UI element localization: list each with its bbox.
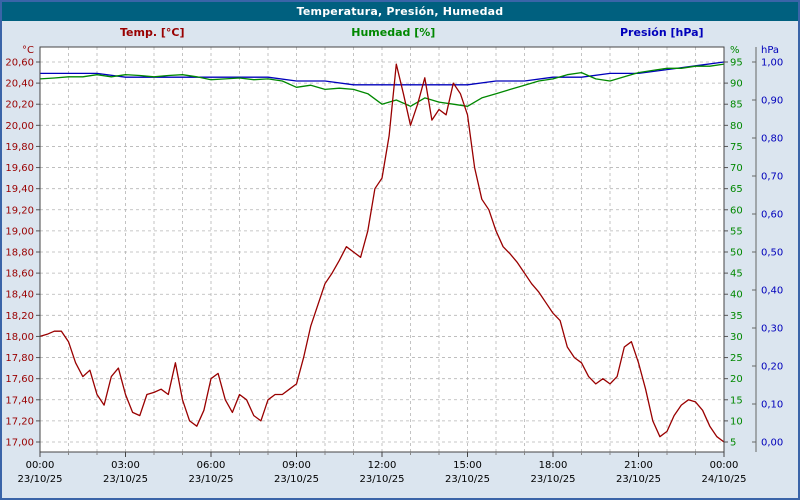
temp-axis-tick-label: 18,20 (5, 311, 34, 322)
x-axis-date-label: 23/10/25 (616, 474, 661, 485)
humidity-axis-tick-label: 35 (730, 311, 743, 322)
x-axis-date-label: 23/10/25 (18, 474, 63, 485)
temp-axis-tick-label: 18,00 (5, 332, 34, 343)
series-line-temp (39, 63, 725, 443)
temp-axis-tick-label: 18,40 (5, 290, 34, 301)
x-axis-time-label: 03:00 (111, 460, 140, 471)
humidity-axis-tick-label: 55 (730, 226, 743, 237)
humidity-axis-tick-label: 15 (730, 395, 743, 406)
humidity-axis-tick-label: 85 (730, 100, 743, 111)
pressure-axis-tick-label: 0,00 (761, 438, 783, 449)
x-axis-time-label: 21:00 (624, 460, 653, 471)
x-axis-time-label: 09:00 (282, 460, 311, 471)
temp-axis-tick-label: 20,40 (5, 79, 34, 90)
humidity-axis-unit: % (730, 45, 740, 56)
temp-axis-tick-label: 19,60 (5, 163, 34, 174)
humidity-axis-tick-label: 70 (730, 163, 743, 174)
title-bar: Temperatura, Presión, Humedad (2, 2, 798, 21)
legend-temperature: Temp. [°C] (120, 26, 185, 39)
humidity-axis-tick-label: 75 (730, 142, 743, 153)
x-axis-time-label: 00:00 (710, 460, 739, 471)
temp-axis-tick-label: 19,20 (5, 205, 34, 216)
temp-axis-tick-label: 17,20 (5, 416, 34, 427)
humidity-axis-tick-label: 60 (730, 205, 743, 216)
humidity-axis-tick-label: 50 (730, 248, 743, 259)
humidity-axis-tick-label: 90 (730, 79, 743, 90)
humidity-axis-tick-label: 25 (730, 353, 743, 364)
temp-axis-tick-label: 20,60 (5, 58, 34, 69)
humidity-axis-tick-label: 65 (730, 184, 743, 195)
temp-axis-tick-label: 17,60 (5, 374, 34, 385)
humidity-axis-tick-label: 20 (730, 374, 743, 385)
pressure-axis-tick-label: 0,40 (761, 286, 783, 297)
temp-axis-tick-label: 17,40 (5, 395, 34, 406)
x-axis-time-label: 00:00 (26, 460, 55, 471)
humidity-axis-tick-label: 10 (730, 416, 743, 427)
temp-axis-unit: °C (22, 45, 34, 56)
pressure-axis-tick-label: 0,70 (761, 172, 783, 183)
pressure-axis-tick-label: 0,80 (761, 134, 783, 145)
x-axis-date-label: 23/10/25 (360, 474, 405, 485)
pressure-axis-tick-label: 0,20 (761, 362, 783, 373)
x-axis-date-label: 23/10/25 (531, 474, 576, 485)
temp-axis-tick-label: 17,00 (5, 438, 34, 449)
temp-axis-tick-label: 19,80 (5, 142, 34, 153)
humidity-axis-tick-label: 95 (730, 58, 743, 69)
chart-legend: Temp. [°C] Humedad [%] Presión [hPa] (2, 26, 798, 42)
temp-axis-tick-label: 18,80 (5, 248, 34, 259)
x-axis-date-label: 23/10/25 (274, 474, 319, 485)
x-axis-date-label: 23/10/25 (103, 474, 148, 485)
temp-axis-tick-label: 20,20 (5, 100, 34, 111)
series-line-hum (39, 63, 725, 107)
pressure-axis-unit: hPa (761, 45, 779, 56)
humidity-axis-tick-label: 30 (730, 332, 743, 343)
humidity-axis-tick-label: 45 (730, 269, 743, 280)
temp-axis-tick-label: 18,60 (5, 269, 34, 280)
pressure-axis-tick-label: 0,10 (761, 400, 783, 411)
pressure-axis-tick-label: 0,60 (761, 210, 783, 221)
pressure-axis-tick-label: 0,50 (761, 248, 783, 259)
x-axis-time-label: 12:00 (368, 460, 397, 471)
humidity-axis-tick-label: 5 (730, 438, 736, 449)
humidity-axis-tick-label: 80 (730, 121, 743, 132)
temp-axis-tick-label: 17,80 (5, 353, 34, 364)
x-axis-time-label: 18:00 (539, 460, 568, 471)
x-axis-time-label: 06:00 (197, 460, 226, 471)
pressure-axis-tick-label: 0,30 (761, 324, 783, 335)
x-axis-time-label: 15:00 (453, 460, 482, 471)
temp-axis-tick-label: 19,00 (5, 226, 34, 237)
legend-pressure: Presión [hPa] (620, 26, 704, 39)
x-axis-date-label: 24/10/25 (702, 474, 747, 485)
pressure-axis-tick-label: 0,90 (761, 96, 783, 107)
chart-title: Temperatura, Presión, Humedad (296, 5, 504, 18)
humidity-axis-tick-label: 40 (730, 290, 743, 301)
temp-axis-tick-label: 20,00 (5, 121, 34, 132)
x-axis-date-label: 23/10/25 (189, 474, 234, 485)
pressure-axis-tick-label: 1,00 (761, 58, 783, 69)
legend-humidity: Humedad [%] (351, 26, 436, 39)
x-axis-date-label: 23/10/25 (445, 474, 490, 485)
temp-axis-tick-label: 19,40 (5, 184, 34, 195)
